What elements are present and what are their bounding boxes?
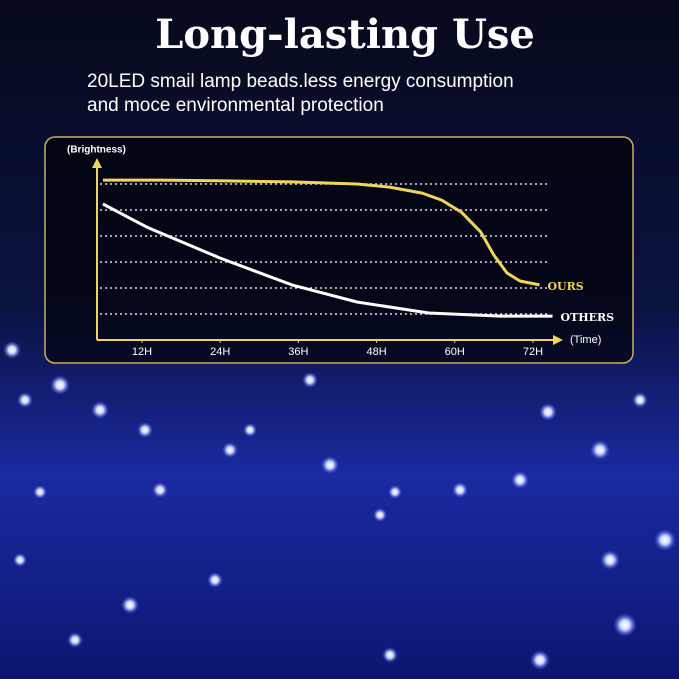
- y-axis-label: (Brightness): [67, 145, 126, 156]
- chart-panel: [44, 136, 634, 364]
- x-tick-label: 36H: [288, 346, 308, 358]
- light-dots: [3, 341, 676, 670]
- line-series: [102, 178, 540, 287]
- title: Long-lasting Use: [155, 11, 535, 58]
- subtitle: 20LED smail lamp beads.less energy consu…: [87, 71, 514, 92]
- y-axis-arrow: [92, 158, 102, 168]
- x-axis-label: (Time): [570, 334, 601, 346]
- series-label: OURS: [547, 280, 583, 293]
- x-tick-label: 48H: [366, 346, 386, 358]
- x-axis-arrow: [553, 335, 563, 345]
- series-label: OTHERS: [560, 311, 614, 324]
- x-tick-label: 60H: [445, 346, 465, 358]
- line-series: [102, 202, 553, 318]
- subtitle: and moce environmental protection: [87, 95, 384, 116]
- x-tick-label: 24H: [210, 346, 230, 358]
- x-tick-label: 72H: [523, 346, 543, 358]
- x-tick-label: 12H: [132, 346, 152, 358]
